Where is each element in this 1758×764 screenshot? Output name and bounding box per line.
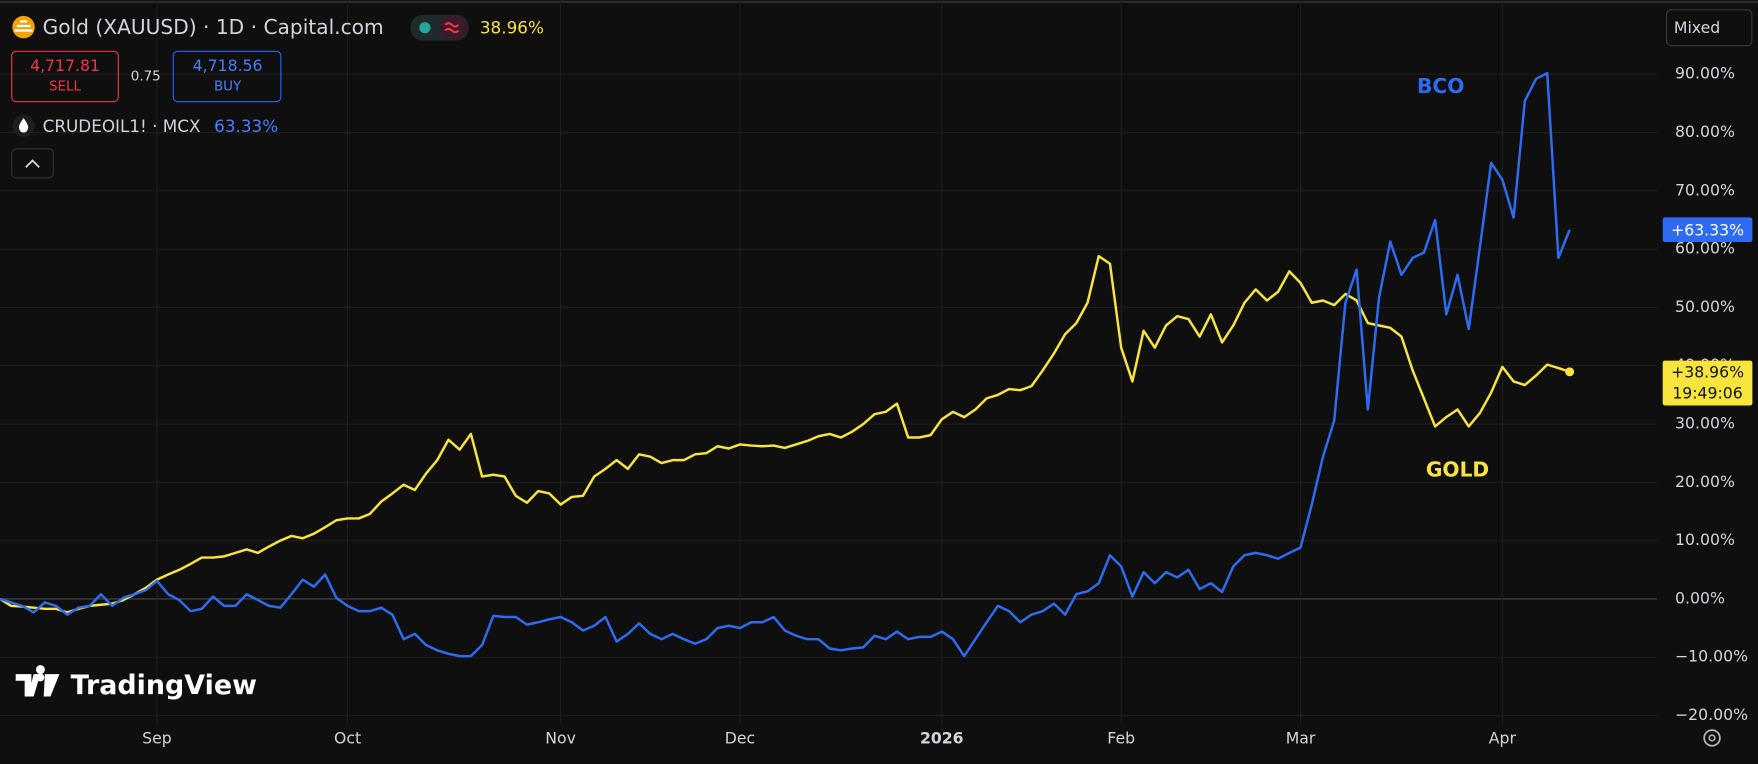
sell-button[interactable] [11,50,119,103]
y-tick-label: 70.00% [1675,180,1735,199]
logo: TradingView [15,665,257,701]
y-tick-label: 80.00% [1675,122,1735,141]
last-point [1565,367,1575,377]
price-tag [1662,217,1753,243]
series-name: BCO [1417,74,1464,98]
sell-price: 4,717.81 [30,56,100,75]
wave-icon [444,22,460,34]
price-tag-value: +63.33% [1671,220,1744,239]
gear-center [1708,734,1716,742]
grid [0,0,1658,725]
collapse-caret [25,159,40,168]
y-tick-label: −10.00% [1675,647,1748,666]
sell-label: SELL [49,80,82,95]
y-tick-label: 90.00% [1675,64,1735,83]
buy-price: 4,718.56 [193,56,263,75]
price-tag-time: 19:49:06 [1672,384,1742,403]
x-tick-label: Apr [1489,729,1517,748]
market-open-dot [419,22,431,34]
x-tick-label: Dec [725,729,755,748]
scale-mode: Mixed [1674,18,1720,37]
status-pill-right [439,15,468,40]
price-tag-value: +38.96% [1671,362,1744,381]
header-change: 38.96% [480,17,544,37]
x-tick-label: Mar [1286,729,1316,748]
x-tick-label: Nov [545,729,576,748]
y-tick-label: −20.00% [1675,705,1748,724]
y-tick-label: 60.00% [1675,239,1735,258]
x-tick-label: 2026 [920,729,964,748]
collapse-button[interactable] [11,148,54,179]
series-line [0,71,1571,658]
symbol-icon-glyph [14,20,33,32]
x-tick-label: Oct [334,729,361,748]
y-tick-label: 30.00% [1675,414,1735,433]
axis: −20.00%−10.00%0.00%10.00%20.00%30.00%40.… [142,64,1753,748]
compare-icon [18,117,29,133]
symbol-title[interactable]: Gold (XAUUSD) · 1D · Capital.com [43,15,384,39]
x-tick-label: Sep [142,729,172,748]
logo-dot [36,673,45,682]
settings-icon[interactable] [1703,729,1721,747]
plot: GOLD BCO [0,71,1575,658]
y-tick-label: 50.00% [1675,297,1735,316]
logo-text: TradingView [71,670,257,701]
logo-mark [15,665,45,697]
compare-change: 63.33% [214,116,278,136]
scale-mode-button[interactable] [1666,9,1753,47]
series-name: GOLD [1426,458,1489,482]
buy-button[interactable] [172,50,282,103]
spread: 0.75 [131,69,161,84]
logo-mark-2 [43,674,60,697]
y-tick-label: 10.00% [1675,530,1735,549]
x-tick-label: Feb [1107,729,1135,748]
y-tick-label: 0.00% [1675,588,1725,607]
series-line [0,254,1571,614]
price-tag [1662,360,1753,406]
compare-symbol[interactable]: CRUDEOIL1! · MCX [43,116,201,136]
buy-label: BUY [214,80,242,95]
gear [1703,729,1721,747]
y-tick-label: 20.00% [1675,472,1735,491]
